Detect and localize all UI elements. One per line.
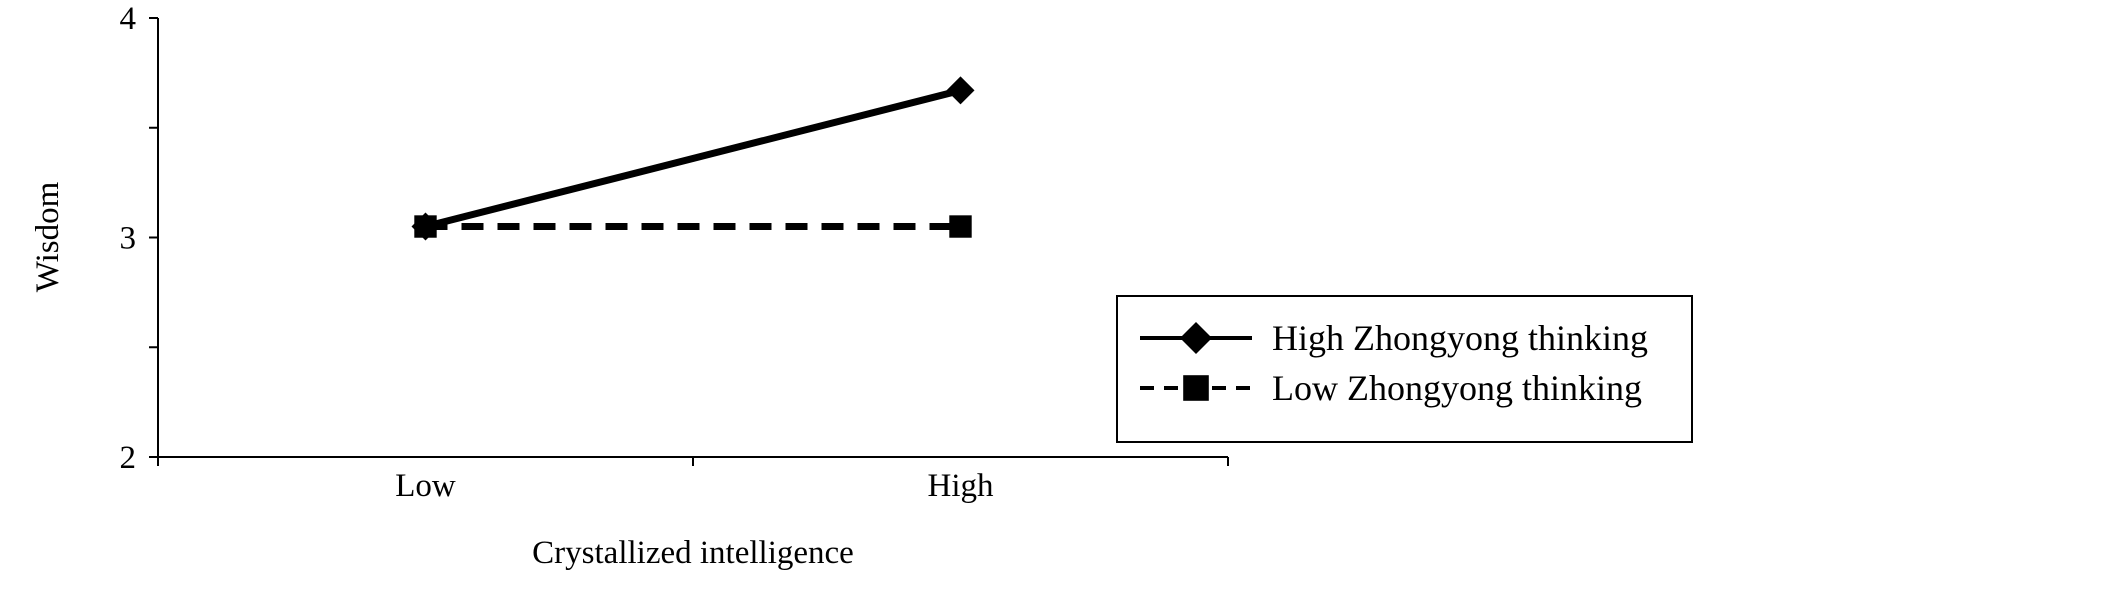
y-ticks: 2 3 4 xyxy=(120,1,158,476)
y-tick-label: 3 xyxy=(120,221,137,257)
legend-box xyxy=(1116,295,1693,443)
x-tick-label: High xyxy=(928,468,995,504)
x-ticks: Low High xyxy=(157,457,1229,504)
data-point xyxy=(411,212,440,241)
data-point xyxy=(949,215,972,238)
x-axis: Low High Crystallized intelligence xyxy=(157,456,1229,571)
legend-items: High Zhongyong thinking Low Zhongyong thi… xyxy=(1140,318,1648,408)
legend-marker xyxy=(1180,322,1212,354)
x-tick-label: Low xyxy=(395,468,456,504)
series-layer xyxy=(411,76,975,241)
data-point xyxy=(946,76,975,105)
legend-marker xyxy=(1183,375,1209,401)
series-line xyxy=(424,87,962,230)
legend: High Zhongyong thinking Low Zhongyong thi… xyxy=(1116,295,1693,443)
y-tick-label: 4 xyxy=(120,1,137,37)
legend-label: Low Zhongyong thinking xyxy=(1272,368,1642,408)
legend-label: High Zhongyong thinking xyxy=(1272,318,1648,358)
y-tick-label: 2 xyxy=(120,440,137,476)
y-axis-title: Wisdom xyxy=(30,181,66,292)
y-axis: 2 3 4 Wisdom xyxy=(30,1,159,476)
x-axis-title: Crystallized intelligence xyxy=(532,535,854,571)
